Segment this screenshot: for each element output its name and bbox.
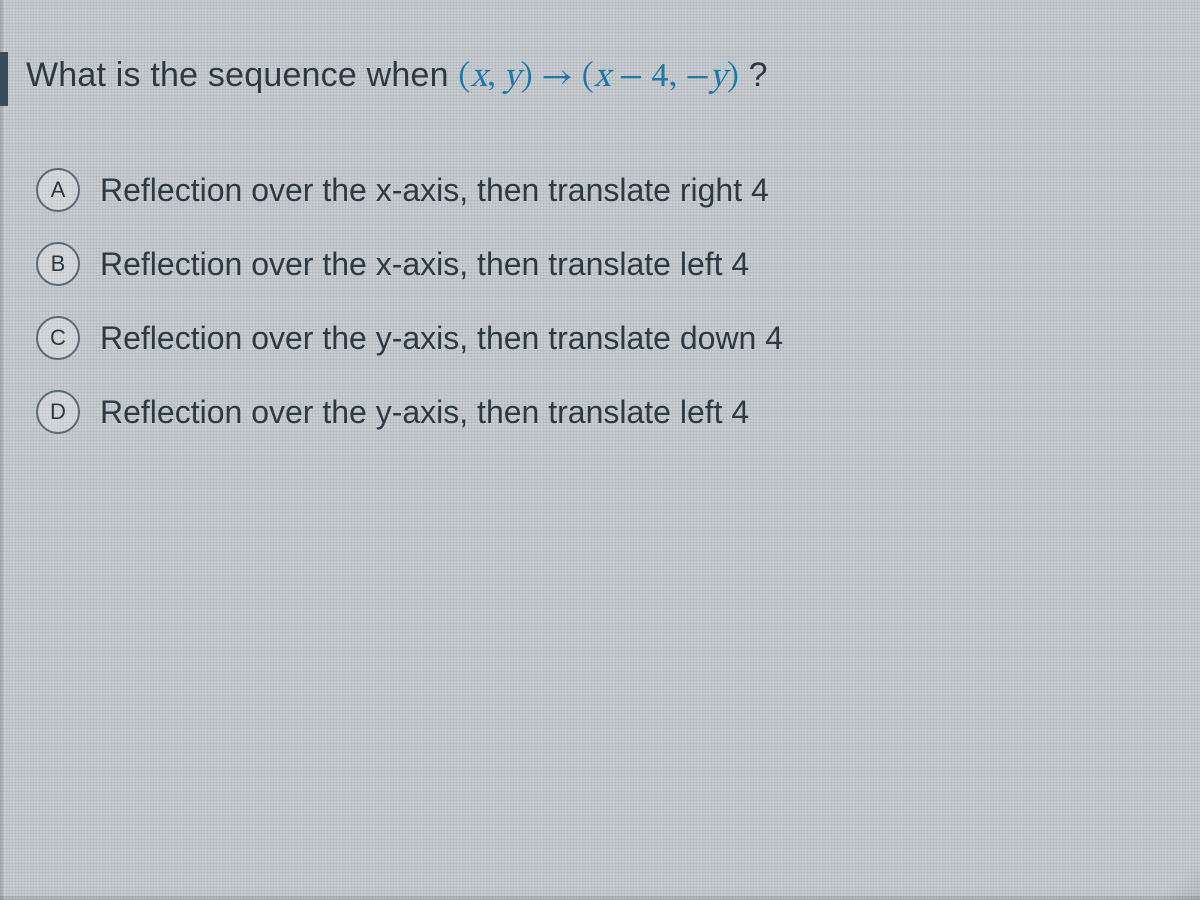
option-bubble-c: C (36, 316, 80, 360)
question-prefix: What is the sequence when (26, 56, 458, 94)
math-paren-open-2: ( (582, 61, 594, 95)
option-d[interactable]: D Reflection over the y-axis, then trans… (36, 390, 783, 434)
frame-left-edge (0, 0, 3, 900)
option-letter: C (50, 325, 66, 351)
option-bubble-a: A (36, 168, 80, 212)
math-paren-open-1: ( (458, 61, 470, 95)
option-text: Reflection over the y-axis, then transla… (100, 394, 749, 431)
option-bubble-d: D (36, 390, 80, 434)
frame-corner-shadow (1120, 870, 1200, 900)
math-expression: (x, y) → (x − 4, −y) (458, 61, 739, 95)
math-comma-1: , (487, 61, 504, 95)
option-text: Reflection over the x-axis, then transla… (100, 246, 749, 283)
option-letter: A (51, 177, 66, 203)
math-paren-close-2: ) (727, 61, 739, 95)
option-a[interactable]: A Reflection over the x-axis, then trans… (36, 168, 783, 212)
math-var-y2: y (710, 61, 727, 95)
option-letter: D (50, 399, 66, 425)
accent-bar (0, 52, 8, 106)
question-suffix: ? (739, 56, 768, 94)
option-b[interactable]: B Reflection over the x-axis, then trans… (36, 242, 783, 286)
math-paren-close-1: ) (521, 61, 533, 95)
math-arrow: → (533, 61, 582, 95)
math-var-y: y (504, 61, 521, 95)
option-bubble-b: B (36, 242, 80, 286)
math-var-x: x (471, 61, 488, 95)
frame-bottom-edge (0, 896, 1200, 900)
options-list: A Reflection over the x-axis, then trans… (36, 168, 783, 464)
option-letter: B (51, 251, 66, 277)
option-c[interactable]: C Reflection over the y-axis, then trans… (36, 316, 783, 360)
question-text: What is the sequence when (x, y) → (x − … (26, 56, 768, 100)
option-text: Reflection over the x-axis, then transla… (100, 172, 769, 209)
option-text: Reflection over the y-axis, then transla… (100, 320, 783, 357)
math-minus-4: − 4, (611, 61, 686, 95)
math-neg-sign: − (685, 61, 710, 95)
math-var-x2: x (594, 61, 611, 95)
